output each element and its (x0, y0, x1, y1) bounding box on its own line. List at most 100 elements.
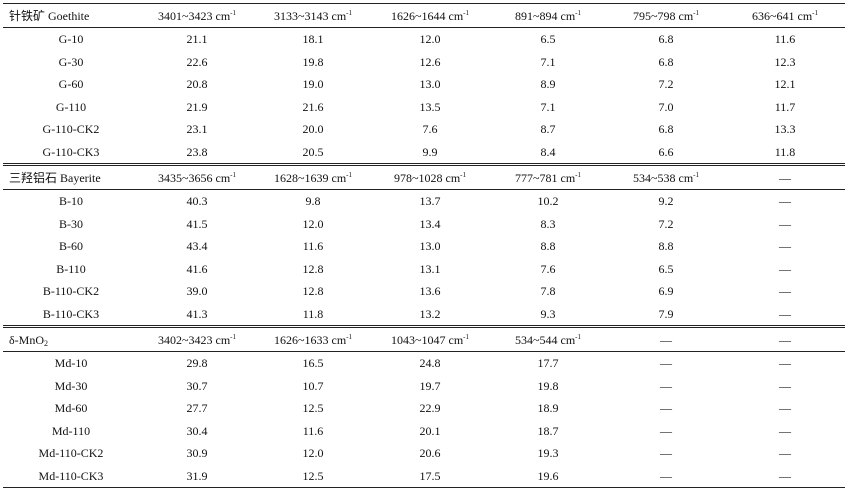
value-cell: 23.1 (186, 122, 208, 137)
value-cell: 20.0 (302, 122, 324, 137)
value-cell: 16.5 (302, 356, 324, 371)
unit-superscript: -1 (812, 8, 818, 17)
value-cell: 13.0 (419, 239, 441, 254)
value-cell: 18.7 (537, 423, 559, 438)
band-header-cell: 3435~3656 cm-1 (139, 163, 255, 190)
sample-name-cell: G-10 (58, 32, 84, 47)
value-cell: — (779, 423, 791, 438)
unit-superscript: -1 (230, 170, 236, 179)
value-cell: 13.5 (419, 99, 441, 114)
value-cell: 31.9 (139, 464, 255, 488)
value-cell: 41.3 (186, 306, 208, 321)
value-cell: 8.9 (540, 77, 556, 92)
value-cell: 7.8 (540, 284, 556, 299)
value-cell: 12.8 (302, 261, 324, 276)
unit-superscript: -1 (463, 332, 469, 341)
table-row: G-10 21.1 18.1 12.0 6.5 6.8 11.6 (3, 28, 845, 51)
value-cell: 9.9 (422, 144, 438, 159)
band-range: 777~781 cm (515, 170, 576, 185)
value-cell: 20.6 (419, 446, 441, 461)
band-range: 636~641 cm (752, 8, 813, 23)
table-row: Md-110-CK3 31.9 12.5 17.5 19.6— — (3, 464, 845, 488)
sample-name-cell: B-30 (59, 216, 83, 231)
sample-name-cell: G-30 (58, 54, 84, 69)
value-cell: — (660, 356, 672, 371)
value-cell: — (779, 378, 791, 393)
band-range: 795~798 cm (633, 8, 694, 23)
value-cell: — (725, 464, 845, 488)
value-cell: 12.5 (302, 401, 324, 416)
value-cell: 17.7 (537, 356, 559, 371)
value-cell: 12.0 (419, 32, 441, 47)
value-cell: — (779, 194, 791, 209)
unit-superscript: -1 (230, 8, 236, 17)
table-row: G-110 21.9 21.6 13.5 7.1 7.0 11.7 (3, 96, 845, 119)
band-range: 1626~1644 cm (391, 8, 464, 23)
value-cell: 12.8 (302, 284, 324, 299)
value-cell: 11.8 (774, 144, 796, 159)
value-cell: 6.9 (658, 284, 674, 299)
value-cell: 39.0 (186, 284, 208, 299)
value-cell: 22.6 (186, 54, 208, 69)
table-row: G-30 22.6 19.8 12.6 7.1 6.8 12.3 (3, 51, 845, 74)
sample-name-cell: G-110-CK3 (42, 144, 100, 159)
sample-name-cell: Md-10 (54, 356, 88, 371)
band-range: 534~544 cm (515, 332, 576, 347)
band-header-cell: 636~641 cm-1 (725, 3, 845, 28)
table-row: B-110-CK3 41.3 11.8 13.2 9.3 7.9 — (3, 303, 845, 327)
value-cell: 12.1 (774, 77, 796, 92)
value-cell: 30.7 (186, 378, 208, 393)
sample-name-cell: Md-60 (54, 401, 88, 416)
band-range: 534~538 cm (633, 170, 694, 185)
table-row: B-60 43.4 11.6 13.0 8.8 8.8 — (3, 235, 845, 258)
value-cell: — (779, 306, 791, 321)
ftir-band-table: 针铁矿 Goethite 3401~3423 cm-1 3133~3143 cm-1… (3, 3, 845, 488)
value-cell: 10.2 (537, 194, 559, 209)
unit-superscript: -1 (693, 8, 699, 17)
value-cell: 6.8 (658, 32, 674, 47)
value-cell: 12.6 (419, 54, 441, 69)
band-range: 3133~3143 cm (274, 8, 347, 23)
value-cell: 19.7 (419, 378, 441, 393)
unit-superscript: -1 (463, 8, 469, 17)
band-header-cell: — (607, 325, 725, 352)
unit-superscript: -1 (346, 332, 352, 341)
band-header-cell: 1626~1644 cm-1 (371, 3, 489, 28)
value-cell: 23.8 (186, 144, 208, 159)
value-cell: 7.1 (540, 54, 556, 69)
sample-name-cell: B-110 (56, 261, 86, 276)
value-cell: — (779, 261, 791, 276)
value-cell: 40.3 (186, 194, 208, 209)
value-cell: 12.0 (302, 216, 324, 231)
value-cell: 24.8 (419, 356, 441, 371)
table-row: Md-10 29.8 16.5 24.8 17.7 — — (3, 352, 845, 375)
band-header-cell: 534~538 cm-1 (607, 163, 725, 190)
unit-superscript: -1 (346, 170, 352, 179)
value-cell: 9.3 (540, 306, 556, 321)
value-cell: 19.8 (302, 54, 324, 69)
value-cell: 43.4 (186, 239, 208, 254)
band-header-cell: 891~894 cm-1 (489, 3, 607, 28)
value-cell: 21.9 (186, 99, 208, 114)
value-cell: 13.6 (419, 284, 441, 299)
value-cell: — (779, 216, 791, 231)
sample-name-cell: B-60 (59, 239, 83, 254)
sample-name-cell: B-110-CK2 (42, 284, 100, 299)
band-range: — (660, 332, 672, 347)
section-header-row: δ-MnO2 3402~3423 cm-1 1626~1633 cm-1 1043~1… (3, 325, 845, 352)
section-title-cell: 针铁矿 Goethite (3, 3, 139, 28)
unit-superscript: -1 (346, 8, 352, 17)
table-row: G-60 20.8 19.0 13.0 8.9 7.2 12.1 (3, 73, 845, 96)
band-range: 1043~1047 cm (391, 332, 464, 347)
sample-name-cell: Md-30 (54, 378, 88, 393)
value-cell: 21.1 (186, 32, 208, 47)
value-cell: — (779, 401, 791, 416)
value-cell: 12.5 (255, 464, 371, 488)
sample-name-cell: Md-110 (51, 423, 91, 438)
band-header-cell: 777~781 cm-1 (489, 163, 607, 190)
value-cell: 7.1 (540, 99, 556, 114)
table-row: Md-110 30.4 11.6 20.1 18.7 — — (3, 420, 845, 443)
table-row: G-110-CK3 23.8 20.5 9.9 8.4 6.6 11.8 (3, 141, 845, 165)
band-range: 978~1028 cm (394, 170, 461, 185)
sample-name-cell: G-60 (58, 77, 84, 92)
